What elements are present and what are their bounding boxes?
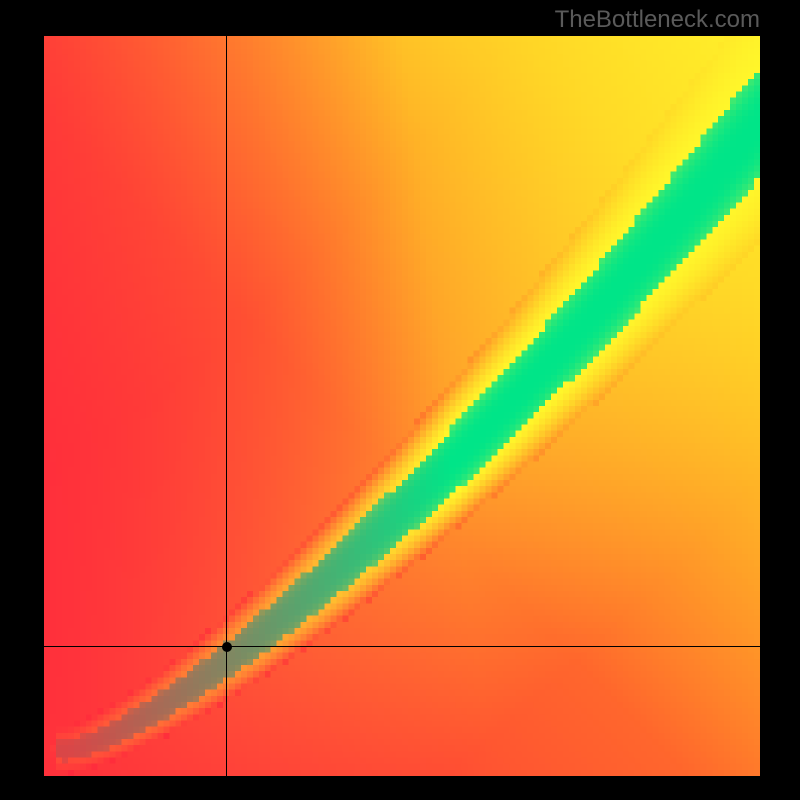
crosshair-horizontal [44,646,760,647]
bottleneck-heatmap [44,36,760,776]
marker-dot [222,642,232,652]
watermark-label: TheBottleneck.com [555,6,760,34]
crosshair-vertical [226,36,227,776]
chart-container: TheBottleneck.com [0,0,800,800]
